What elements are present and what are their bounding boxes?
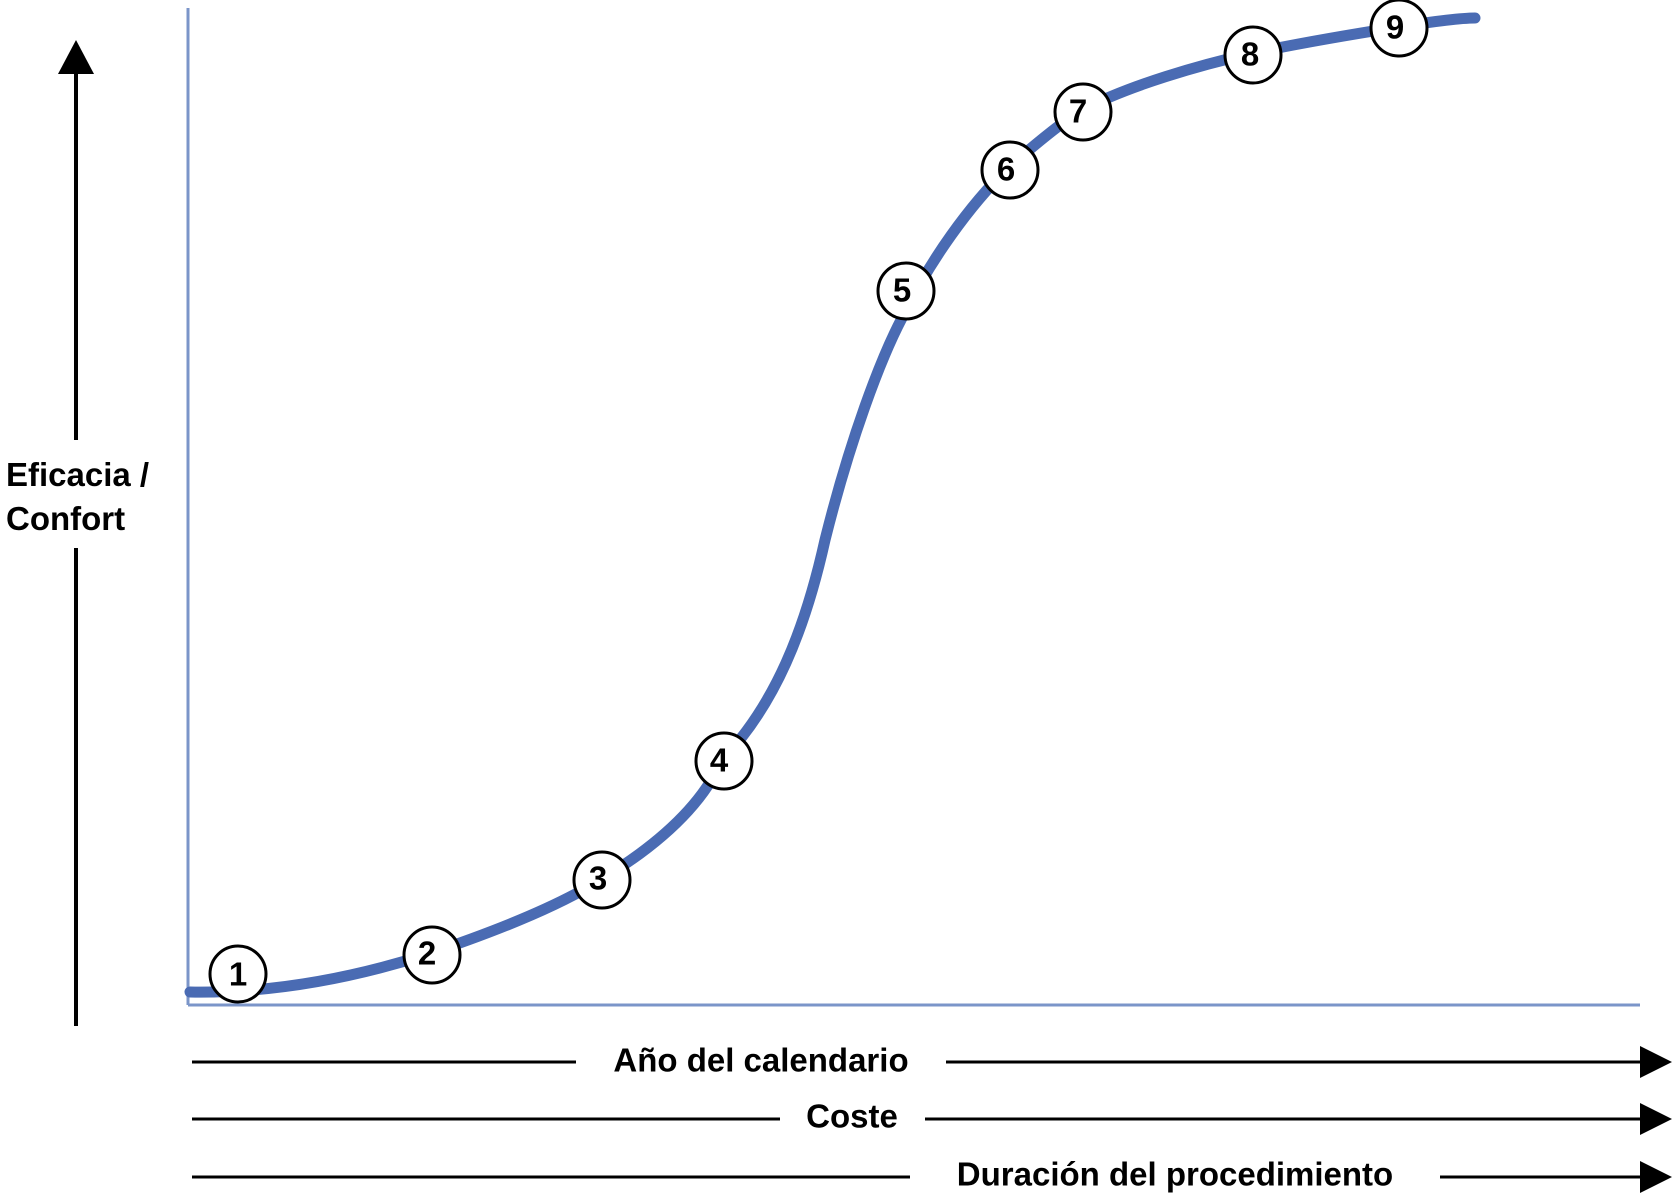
arrow-coste bbox=[192, 1103, 1672, 1135]
arrow-label-duracion-del-procedimiento: Duración del procedimiento bbox=[957, 1156, 1393, 1193]
arrow-label-ano-del-calendario: Año del calendario bbox=[613, 1042, 908, 1079]
marker-5-label: 5 bbox=[893, 272, 911, 309]
marker-7-label: 7 bbox=[1069, 93, 1087, 130]
marker-7: 7 bbox=[1053, 82, 1113, 142]
arrowhead-2 bbox=[1640, 1103, 1672, 1135]
arrow-ano-del-calendario bbox=[192, 1046, 1672, 1078]
arrowhead-1 bbox=[1640, 1046, 1672, 1078]
y-axis-label-line2: Confort bbox=[6, 500, 125, 537]
marker-8-label: 8 bbox=[1241, 36, 1259, 73]
marker-6: 6 bbox=[980, 140, 1040, 200]
marker-1: 1 bbox=[208, 944, 268, 1004]
marker-4-label: 4 bbox=[710, 742, 729, 779]
marker-5: 5 bbox=[876, 261, 936, 321]
marker-2: 2 bbox=[402, 925, 462, 985]
marker-2-label: 2 bbox=[418, 935, 436, 972]
arrowhead-3 bbox=[1640, 1161, 1672, 1193]
marker-3-label: 3 bbox=[589, 860, 607, 897]
marker-8: 8 bbox=[1223, 25, 1283, 85]
arrow-duracion-del-procedimiento bbox=[192, 1161, 1672, 1193]
marker-3: 3 bbox=[572, 850, 632, 910]
marker-1-label: 1 bbox=[229, 956, 247, 993]
y-axis-label-line1: Eficacia / bbox=[6, 456, 149, 493]
marker-9-label: 9 bbox=[1386, 9, 1404, 46]
y-axis-arrow bbox=[58, 40, 94, 1026]
y-axis-arrowhead bbox=[58, 40, 94, 74]
marker-4: 4 bbox=[694, 731, 754, 791]
arrow-label-coste: Coste bbox=[806, 1098, 898, 1135]
marker-9: 9 bbox=[1369, 0, 1429, 58]
s-curve bbox=[184, 12, 1481, 998]
marker-6-label: 6 bbox=[997, 151, 1015, 188]
